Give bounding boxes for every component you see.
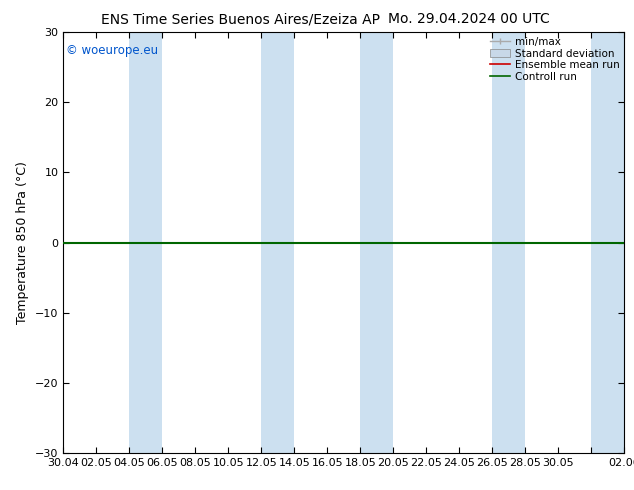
- Bar: [261, 32, 294, 453]
- Bar: [592, 32, 624, 453]
- Text: © woeurope.eu: © woeurope.eu: [66, 45, 158, 57]
- Bar: [493, 32, 526, 453]
- Text: ENS Time Series Buenos Aires/Ezeiza AP: ENS Time Series Buenos Aires/Ezeiza AP: [101, 12, 380, 26]
- Y-axis label: Temperature 850 hPa (°C): Temperature 850 hPa (°C): [16, 161, 30, 324]
- Bar: [129, 32, 162, 453]
- Text: Mo. 29.04.2024 00 UTC: Mo. 29.04.2024 00 UTC: [388, 12, 550, 26]
- Bar: [361, 32, 394, 453]
- Legend: min/max, Standard deviation, Ensemble mean run, Controll run: min/max, Standard deviation, Ensemble me…: [488, 35, 621, 84]
